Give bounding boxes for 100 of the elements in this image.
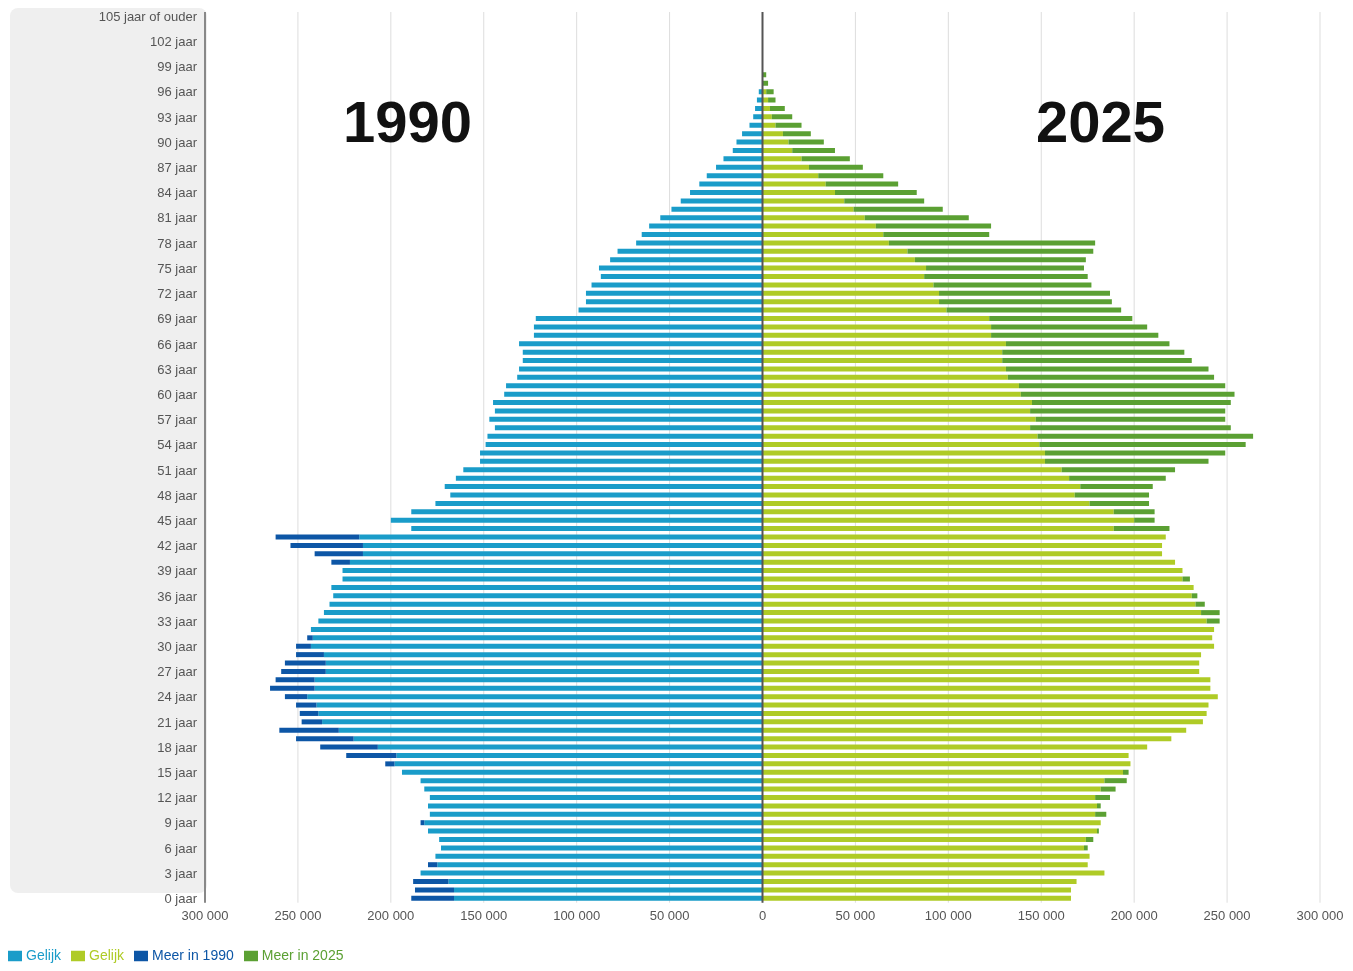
bar xyxy=(762,853,1090,859)
y-tick-label: 42 jaar xyxy=(157,538,198,554)
x-tick-label: 50 000 xyxy=(649,907,690,923)
bar xyxy=(429,794,763,800)
bar xyxy=(1201,610,1220,616)
bar xyxy=(775,122,802,128)
bar xyxy=(519,366,763,372)
bar xyxy=(834,189,917,195)
bar xyxy=(771,114,793,120)
bar xyxy=(762,282,934,288)
bar xyxy=(723,156,763,162)
bar xyxy=(762,643,1215,649)
bar xyxy=(1018,383,1226,389)
bar xyxy=(818,173,884,179)
bar xyxy=(506,383,763,389)
bar xyxy=(296,702,317,708)
bar xyxy=(762,895,1071,901)
y-tick-label: 51 jaar xyxy=(157,462,198,478)
bar xyxy=(660,215,763,221)
bar xyxy=(1002,358,1192,364)
bar xyxy=(762,702,1209,708)
bar xyxy=(864,215,969,221)
bar xyxy=(394,761,763,767)
bar xyxy=(762,492,1075,498)
bar xyxy=(435,500,763,506)
bar xyxy=(636,240,763,246)
bar xyxy=(1005,341,1170,347)
bar xyxy=(762,215,865,221)
bar xyxy=(762,223,876,229)
bar xyxy=(1113,509,1155,515)
bar xyxy=(296,736,354,742)
bar xyxy=(762,559,1176,565)
bar xyxy=(1044,450,1226,456)
bar xyxy=(270,685,315,691)
bar xyxy=(331,584,763,590)
y-tick-label: 72 jaar xyxy=(157,286,198,302)
bar xyxy=(762,131,783,137)
bar xyxy=(1037,433,1254,439)
bar xyxy=(585,299,763,305)
bar xyxy=(732,147,763,153)
x-tick-label: 250 000 xyxy=(274,907,322,923)
bar xyxy=(414,887,455,893)
bar xyxy=(1085,836,1094,842)
x-tick-label: 200 000 xyxy=(367,907,415,923)
bar xyxy=(762,761,1131,767)
bar xyxy=(762,450,1045,456)
bar xyxy=(1005,366,1209,372)
bar xyxy=(411,526,763,532)
bar xyxy=(762,358,1003,364)
bar xyxy=(463,467,763,473)
bar xyxy=(1104,778,1127,784)
bar xyxy=(762,710,1207,716)
bar xyxy=(322,719,763,725)
bar xyxy=(519,341,763,347)
bar xyxy=(454,895,763,901)
x-tick-label: 150 000 xyxy=(1017,907,1065,923)
bar xyxy=(1074,492,1150,498)
bar xyxy=(323,652,763,658)
bar xyxy=(441,845,763,851)
bar xyxy=(401,769,763,775)
bar xyxy=(641,231,763,237)
bar xyxy=(346,752,397,758)
bar xyxy=(762,677,1211,683)
bar xyxy=(1089,500,1150,506)
bar xyxy=(762,366,1006,372)
bar xyxy=(1097,803,1101,809)
y-tick-label: 6 jaar xyxy=(164,840,198,856)
bar xyxy=(428,828,763,834)
bar xyxy=(762,206,854,212)
bar xyxy=(762,349,1003,355)
bar xyxy=(762,341,1006,347)
bar xyxy=(284,694,308,700)
bar xyxy=(649,223,763,229)
bar xyxy=(762,870,1105,876)
y-tick-label: 9 jaar xyxy=(164,815,198,831)
y-tick-label: 30 jaar xyxy=(157,639,198,655)
bar xyxy=(924,274,1088,279)
bar xyxy=(762,467,1062,473)
bar xyxy=(301,719,323,725)
bar xyxy=(762,442,1040,448)
bar xyxy=(338,727,763,733)
bar xyxy=(808,164,863,170)
y-tick-label: 60 jaar xyxy=(157,386,198,402)
bar xyxy=(390,517,763,523)
bar xyxy=(926,265,1084,271)
bar xyxy=(749,122,763,128)
bar xyxy=(489,416,763,422)
bar xyxy=(762,610,1202,616)
y-tick-label: 12 jaar xyxy=(157,790,198,806)
bar xyxy=(1123,769,1129,775)
bar xyxy=(762,400,1032,406)
bar xyxy=(331,559,350,565)
bar xyxy=(762,576,1183,582)
bar xyxy=(762,685,1211,691)
bar xyxy=(333,593,763,599)
y-tick-label: 63 jaar xyxy=(157,361,198,377)
bar xyxy=(762,794,1096,800)
bar xyxy=(762,845,1084,851)
bar xyxy=(318,618,763,624)
bar xyxy=(1044,458,1209,464)
